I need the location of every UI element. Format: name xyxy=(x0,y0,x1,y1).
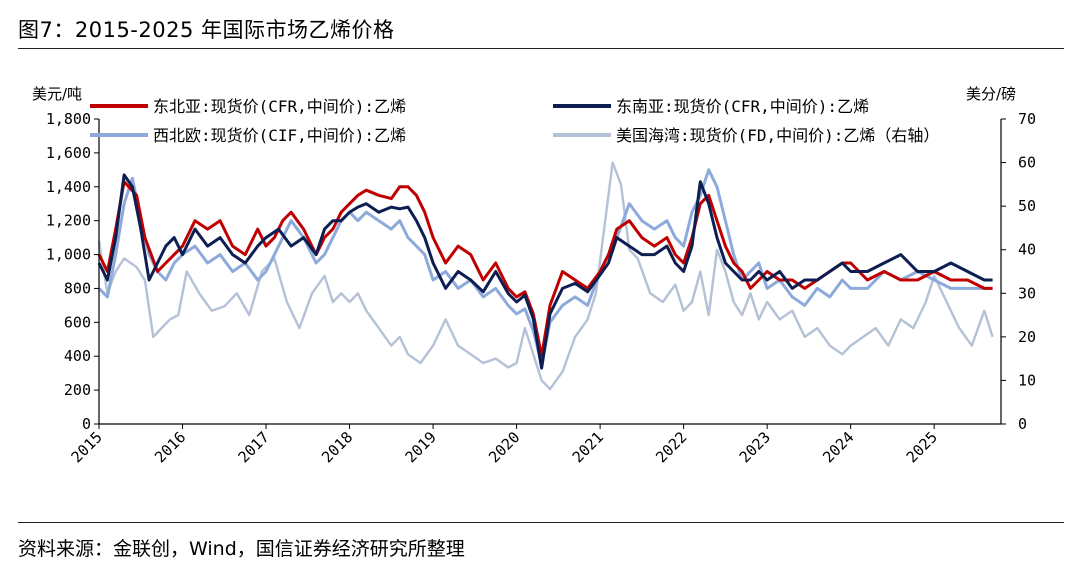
right-tick-label: 0 xyxy=(1018,415,1027,433)
series-line-us-gulf xyxy=(97,161,994,391)
series-line-northeast-asia xyxy=(97,180,993,358)
right-tick-label: 40 xyxy=(1018,241,1036,259)
series-line-southeast-asia xyxy=(97,173,993,370)
x-tick-label: 2017 xyxy=(235,428,273,466)
left-axis-unit: 美元/吨 xyxy=(32,85,82,103)
x-tick-label: 2025 xyxy=(903,428,941,466)
left-tick-label: 1,200 xyxy=(46,212,91,230)
right-axis-unit: 美分/磅 xyxy=(966,85,1016,103)
x-tick-label: 2024 xyxy=(819,428,857,466)
left-tick-label: 400 xyxy=(64,347,91,365)
chart-legend: 东北亚:现货价(CFR,中间价):乙烯 东南亚:现货价(CFR,中间价):乙烯 … xyxy=(90,97,939,145)
left-tick-label: 0 xyxy=(82,415,91,433)
right-tick-label: 60 xyxy=(1018,154,1036,172)
legend-label-southeast-asia: 东南亚:现货价(CFR,中间价):乙烯 xyxy=(616,97,869,116)
left-tick-label: 1,800 xyxy=(46,110,91,128)
x-tick-label: 2019 xyxy=(402,428,440,466)
right-tick-label: 30 xyxy=(1018,284,1036,302)
left-tick-label: 1,400 xyxy=(46,178,91,196)
x-tick-label: 2020 xyxy=(485,428,523,466)
source-note: 资料来源：金联创，Wind，国信证券经济研究所整理 xyxy=(18,538,465,560)
source-rule xyxy=(18,522,1064,523)
x-tick-label: 2022 xyxy=(652,428,690,466)
figure-title: 图7：2015-2025 年国际市场乙烯价格 xyxy=(18,18,395,42)
left-tick-label: 200 xyxy=(64,381,91,399)
x-tick-label: 2021 xyxy=(569,428,607,466)
right-tick-label: 10 xyxy=(1018,371,1036,389)
series-line-northwest-europe xyxy=(97,168,993,367)
axes: 0 200 400 600 800 1,000 1,200 1,400 1,600 1,800 0 1… xyxy=(46,110,1036,466)
legend-label-northwest-europe: 西北欧:现货价(CIF,中间价):乙烯 xyxy=(153,126,406,145)
left-tick-label: 600 xyxy=(64,313,91,331)
x-tick-label: 2015 xyxy=(68,428,106,466)
left-tick-label: 800 xyxy=(64,279,91,297)
right-tick-label: 20 xyxy=(1018,328,1036,346)
title-rule xyxy=(18,48,1064,49)
legend-label-us-gulf: 美国海湾:现货价(FD,中间价):乙烯（右轴） xyxy=(616,126,939,145)
x-tick-label: 2023 xyxy=(736,428,774,466)
x-tick-label: 2016 xyxy=(151,428,189,466)
legend-label-northeast-asia: 东北亚:现货价(CFR,中间价):乙烯 xyxy=(153,97,406,116)
plot-lines xyxy=(97,161,994,391)
x-tick-label: 2018 xyxy=(318,428,356,466)
right-tick-label: 50 xyxy=(1018,197,1036,215)
left-tick-label: 1,600 xyxy=(46,144,91,162)
left-tick-label: 1,000 xyxy=(46,246,91,264)
right-tick-label: 70 xyxy=(1018,110,1036,128)
